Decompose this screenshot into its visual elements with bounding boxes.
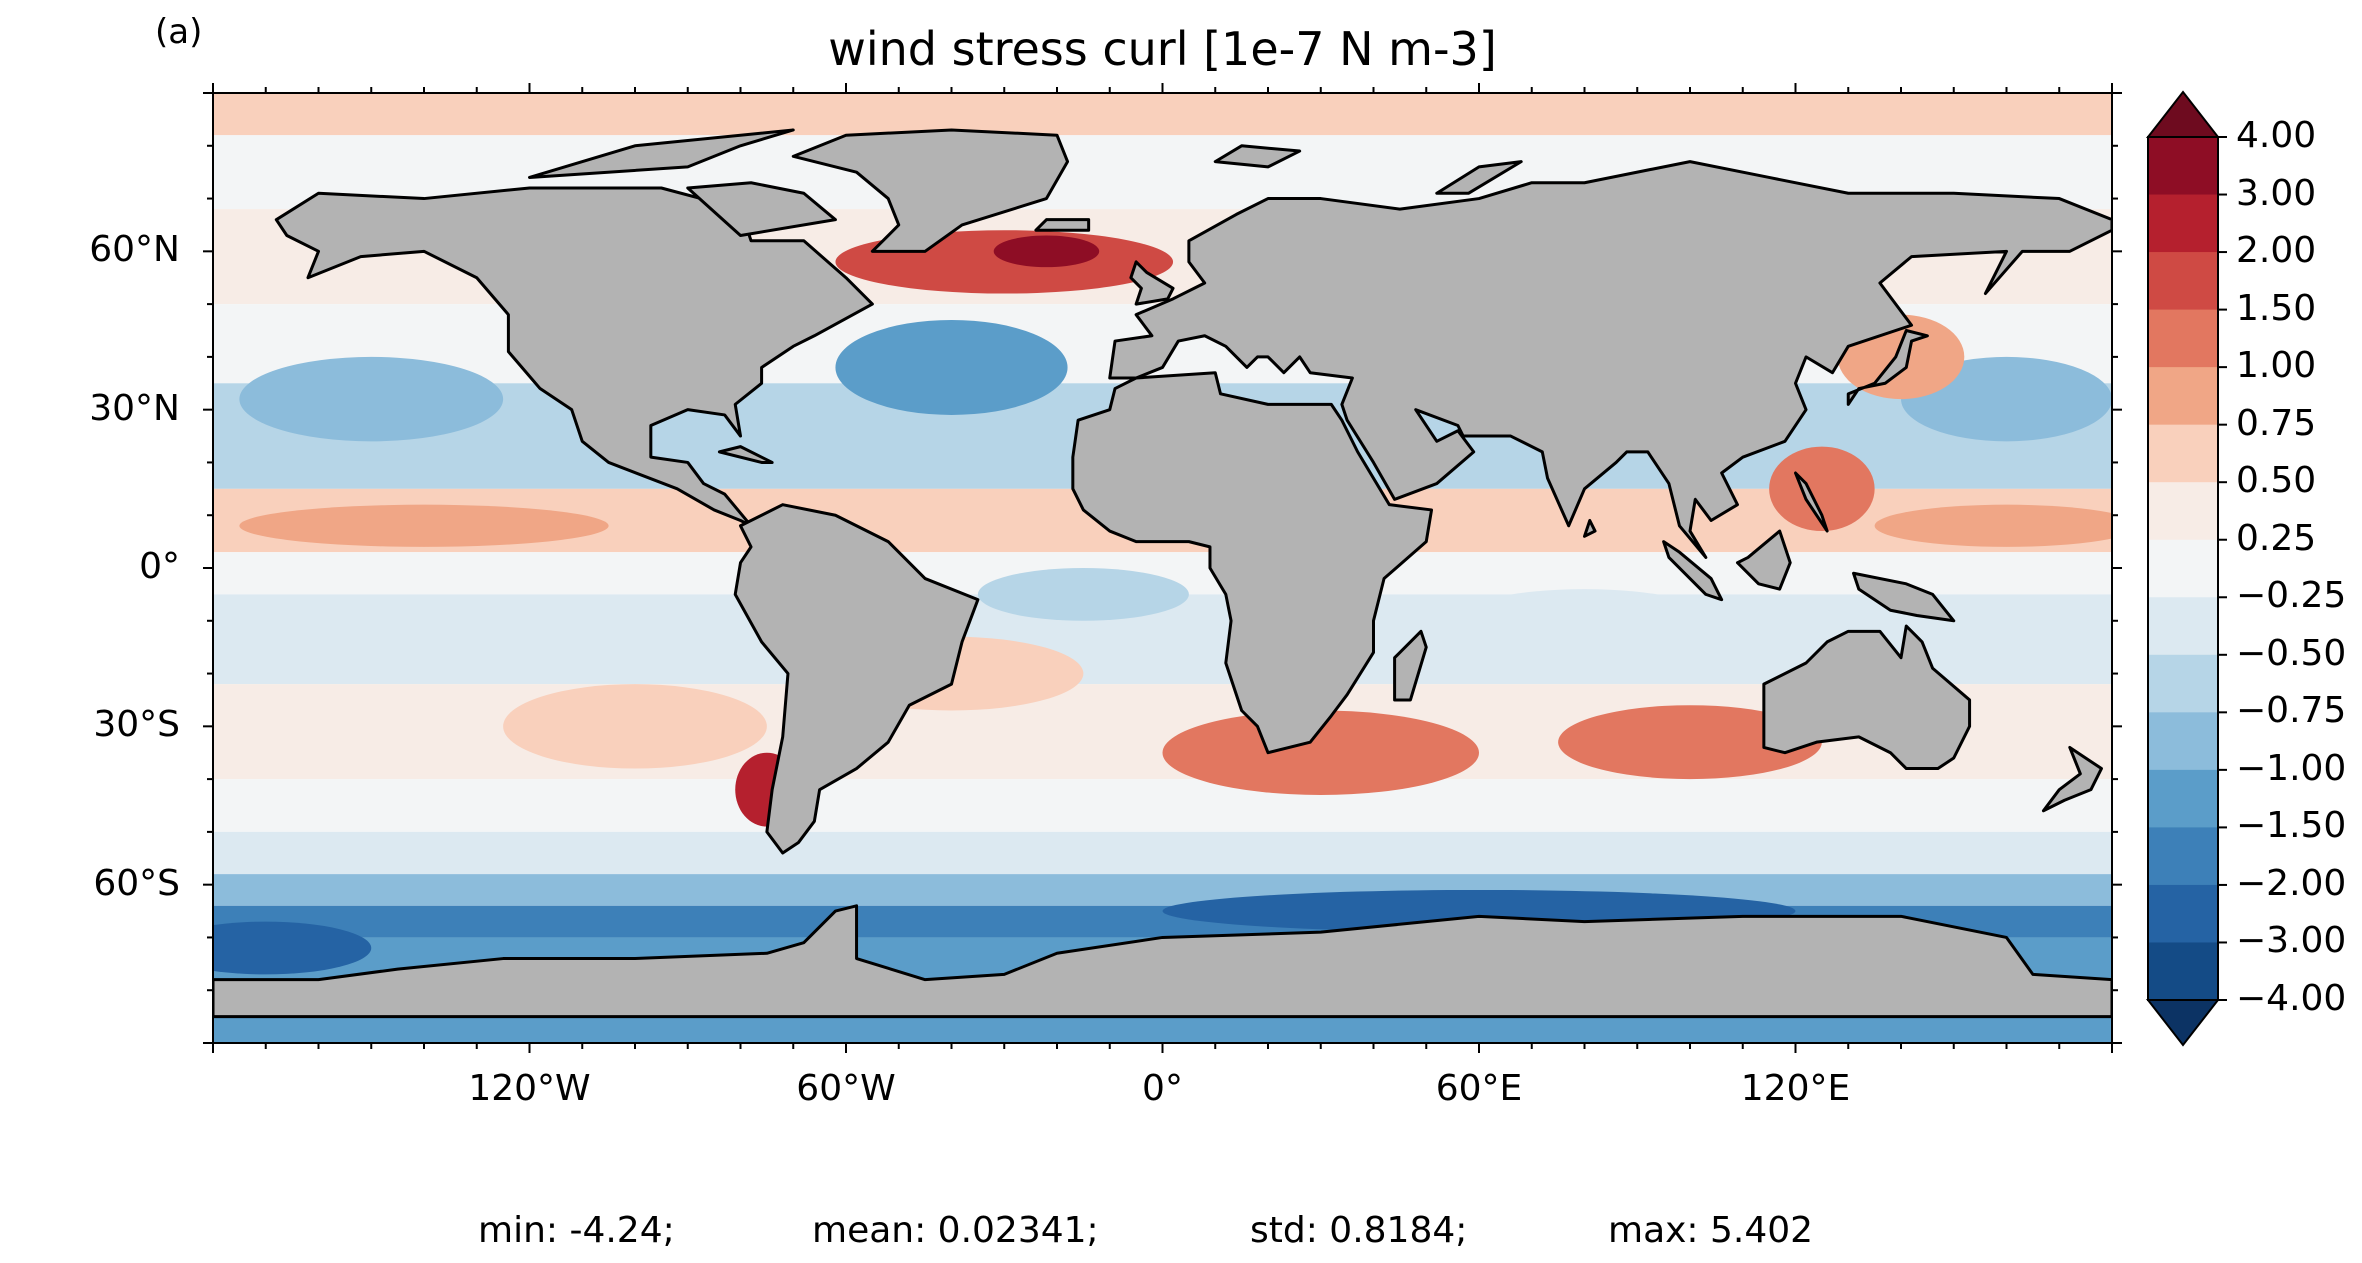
colorbar-segment (2148, 769, 2218, 828)
lat-label: 0° (139, 546, 180, 587)
colorbar-tick-label: −0.25 (2236, 575, 2347, 617)
colorbar-segment (2148, 884, 2218, 943)
curl-band (213, 874, 2112, 906)
land-new-guinea (1852, 571, 1956, 623)
curl-band (213, 779, 2112, 832)
colorbar-tick-label: −0.75 (2236, 690, 2347, 732)
map-title: wind stress curl [1e-7 N m-3] (828, 22, 1497, 76)
stat-mean: mean: 0.02341; (812, 1210, 1099, 1251)
land-new-zealand (2041, 745, 2103, 813)
land-eurasia (1108, 160, 2112, 559)
axis-ticks (203, 83, 2122, 1053)
land-novaya-zemlya (1435, 160, 1523, 195)
stat-std: std: 0.8184; (1250, 1210, 1468, 1251)
land-south-america (733, 503, 980, 855)
lon-label: 120°W (468, 1068, 591, 1109)
colorbar-segment (2148, 942, 2218, 1001)
stat-min: min: -4.24; (478, 1210, 675, 1251)
land-australia (1762, 624, 1972, 771)
colorbar-segment (2148, 712, 2218, 771)
land-antarctica (213, 904, 2112, 1019)
colorbar-extend-over (2145, 90, 2221, 138)
land-sumatra (1662, 540, 1724, 602)
land-africa (1071, 371, 1434, 755)
land-sri-lanka (1583, 519, 1597, 538)
lat-label: 60°S (93, 862, 180, 904)
land-cuba (717, 445, 774, 464)
land-philippines (1794, 471, 1829, 533)
lon-label: 60°W (796, 1068, 896, 1109)
land-greenland (791, 128, 1070, 253)
curl-anomaly (977, 568, 1189, 621)
colorbar-segment (2148, 827, 2218, 886)
colorbar-tick-label: 3.00 (2236, 172, 2317, 214)
curl-anomaly (1452, 589, 1717, 653)
colorbar-segment (2148, 482, 2218, 541)
lon-label: 0° (1142, 1068, 1183, 1109)
land-borneo (1735, 529, 1792, 591)
land-arctic-islands (528, 128, 795, 179)
curl-anomaly (239, 356, 504, 442)
curl-band (213, 831, 2112, 875)
colorbar-segment (2148, 137, 2218, 196)
land-baffin-island (686, 181, 837, 237)
colorbar-tick-label: 1.50 (2236, 287, 2317, 329)
arctic-band (213, 93, 2112, 136)
curl-anomaly (503, 684, 767, 769)
lon-label: 120°E (1740, 1068, 1851, 1109)
land-north-america (274, 186, 874, 528)
colorbar-tick-label: 0.25 (2236, 517, 2317, 559)
ross-sea-negative-curl (213, 921, 372, 975)
colorbar-extend-under (2145, 999, 2221, 1047)
curl-anomaly (1874, 504, 2112, 547)
colorbar-segment (2148, 597, 2218, 656)
colorbar-segment (2148, 252, 2218, 311)
stat-max: max: 5.402 (1608, 1210, 1814, 1251)
colorbar-tick-label: −4.00 (2236, 978, 2347, 1019)
land-madagascar (1393, 629, 1428, 702)
land-japan (1846, 329, 1929, 406)
colorbar-segment (2148, 654, 2218, 713)
south-australian-positive-curl (1558, 705, 1822, 780)
colorbar-tick-label: −1.50 (2236, 805, 2347, 847)
colorbar-tick-label: 1.00 (2236, 345, 2317, 387)
colorbar-segment (2148, 309, 2218, 368)
colorbar-segment (2148, 539, 2218, 598)
lat-label: 60°N (89, 229, 180, 271)
land-masses (213, 128, 2112, 1019)
land-iceland (1034, 218, 1091, 232)
north-atlantic-max-curl (993, 235, 1100, 268)
colorbar-tick-label: 0.75 (2236, 402, 2317, 444)
south-indian-positive-curl (1162, 710, 1479, 795)
colorbar-segment (2148, 194, 2218, 253)
land-svalbard (1213, 144, 1302, 169)
colorbar-tick-label: −3.00 (2236, 920, 2347, 962)
itcz-positive-curl (239, 504, 609, 547)
colorbar-tick-label: 2.00 (2236, 230, 2317, 272)
lon-label: 60°E (1435, 1068, 1523, 1109)
colorbar-tick-label: −1.00 (2236, 747, 2347, 789)
colorbar-outline (2147, 136, 2219, 1001)
panel-label: (a) (155, 12, 203, 52)
curl-anomaly (1769, 446, 1875, 532)
colorbar-tick-label: −2.00 (2236, 862, 2347, 904)
colorbar-tick-label: 4.00 (2236, 115, 2317, 156)
colorbar-segment (2148, 424, 2218, 483)
colorbar-tick-label: 0.50 (2236, 460, 2317, 502)
lat-label: 30°N (89, 387, 180, 429)
colorbar-segment (2148, 367, 2218, 426)
land-uk (1129, 260, 1175, 306)
lat-label: 30°S (93, 704, 180, 746)
colorbar-tick-label: −0.50 (2236, 632, 2347, 674)
north-atlantic-negative-curl (835, 319, 1068, 415)
colorbar (2145, 90, 2227, 1047)
